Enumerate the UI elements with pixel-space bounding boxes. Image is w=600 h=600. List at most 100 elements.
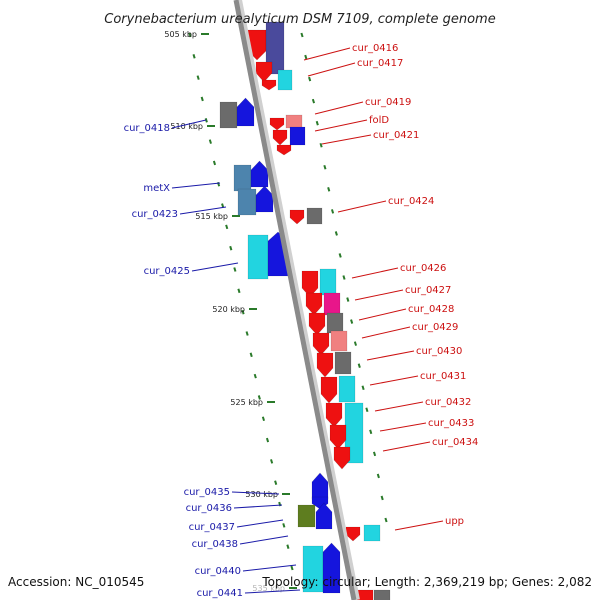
scale-dot — [342, 275, 346, 280]
gene-label-upp: upp — [445, 516, 464, 527]
map-title: Corynebacterium urealyticum DSM 7109, co… — [104, 12, 495, 27]
leader-cur_0427 — [354, 289, 404, 301]
scale-dot — [369, 429, 373, 435]
gene-cur_0435-arrow — [311, 472, 329, 500]
gene-folD-body — [285, 114, 303, 129]
scale-dot — [353, 341, 358, 346]
gene-label-metX: metX — [143, 183, 170, 194]
leader-cur_0430 — [366, 350, 415, 361]
leader-cur_0424 — [337, 200, 387, 213]
gene-label-cur_0431: cur_0431 — [420, 371, 466, 382]
gene-cur_0429-salmon — [330, 330, 348, 352]
gene-label-cur_0434: cur_0434 — [432, 437, 478, 448]
scale-dot — [229, 245, 233, 251]
kbp-tick-label: 525 kbp — [230, 398, 263, 407]
gene-metX-body — [233, 164, 252, 192]
kbp-tick-label: 535 kbp — [252, 584, 285, 593]
gene-cur_0431-cyan — [338, 375, 356, 403]
leader-cur_0432 — [374, 401, 424, 412]
scale-dot — [323, 164, 327, 170]
gene-cur_0431-red — [320, 376, 338, 404]
scale-dot — [330, 209, 335, 214]
gene-cur_0417-body — [255, 61, 273, 83]
gene-features-layer — [219, 21, 391, 600]
scale-dot — [300, 32, 304, 38]
scale-dot — [249, 352, 253, 358]
gene-label-cur_0440: cur_0440 — [195, 566, 241, 577]
gene-cur_0425-body — [247, 234, 269, 280]
gene-cur_0419-body — [269, 117, 285, 131]
gene-cur_0428-red — [308, 312, 326, 336]
scale-dot — [204, 117, 208, 123]
kbp-tick-label: 520 kbp — [212, 305, 245, 314]
leader-cur_0418 — [171, 119, 207, 129]
scale-dot — [365, 407, 369, 413]
scale-dot — [237, 288, 241, 294]
scale-dot — [361, 385, 365, 391]
scale-dot — [350, 319, 354, 324]
kbp-tick-label: 530 kbp — [245, 490, 278, 499]
gene-cur_0437-body — [297, 504, 316, 528]
scale-dot — [376, 473, 380, 479]
gene-label-cur_0424: cur_0424 — [388, 196, 434, 207]
leader-cur_0428 — [358, 308, 407, 321]
gene-cur_0423-arrow — [255, 185, 274, 213]
scale-dot — [241, 309, 245, 315]
backbone-line — [233, 0, 357, 600]
gene-labels-layer: cur_0418 metX cur_0423 cur_0425 cur_0435 cur_… — [124, 43, 479, 599]
scale-dot — [286, 544, 290, 549]
gene-red-small — [261, 79, 277, 91]
scale-dot — [221, 203, 225, 208]
gene-cur_0426-red — [301, 270, 319, 298]
scale-dot — [319, 142, 323, 148]
gene-metX-arrow — [250, 160, 269, 188]
leader-metX — [171, 182, 221, 189]
scale-dot — [200, 96, 204, 102]
scale-ticks-layer: 505 kbp 510 kbp 515 kbp 520 kbp 525 kbp 530 k… — [164, 30, 388, 593]
leader-cur_0426 — [351, 267, 399, 279]
gene-label-cur_0432: cur_0432 — [425, 397, 471, 408]
leader-cur_0434 — [382, 441, 431, 452]
leader-cur_0436 — [233, 504, 283, 509]
accession-text: Accession: NC_010545 — [8, 575, 144, 589]
scale-dot — [270, 459, 274, 464]
gene-label-cur_0435: cur_0435 — [184, 487, 230, 498]
gene-bottom-gray — [373, 589, 391, 600]
kbp-tick-label: 505 kbp — [164, 30, 197, 39]
leader-cur_0433 — [379, 422, 427, 432]
scale-dot — [372, 451, 377, 457]
leader-cur_0423 — [179, 206, 227, 215]
scale-dot — [311, 98, 316, 104]
scale-dot — [282, 523, 286, 528]
gene-upp-red — [345, 526, 361, 542]
gene-label-cur_0421: cur_0421 — [373, 130, 419, 141]
leader-cur_0441 — [244, 589, 301, 594]
leader-cur_0419 — [314, 101, 364, 115]
scale-dot — [192, 54, 196, 59]
leader-cur_0417 — [307, 62, 356, 77]
gene-cur_0424-gray — [306, 207, 323, 225]
gene-cur_0427-magenta — [323, 292, 341, 316]
gene-label-cur_0429: cur_0429 — [412, 322, 458, 333]
gene-label-cur_0425: cur_0425 — [144, 266, 190, 277]
leader-cur_0431 — [369, 375, 419, 386]
gene-label-cur_0441: cur_0441 — [197, 588, 243, 599]
scale-dot — [274, 480, 278, 486]
leader-cur_0440 — [242, 564, 297, 572]
scale-dot — [233, 267, 237, 272]
scale-dot — [196, 75, 200, 80]
gene-cur_0428-gray — [326, 312, 344, 334]
genome-backbone — [233, 0, 360, 600]
genome-summary-text: Topology: circular; Length: 2,369,219 bp… — [261, 575, 592, 589]
gene-label-cur_0428: cur_0428 — [408, 304, 454, 315]
gene-cur_0418-gray — [219, 101, 238, 129]
scale-dot — [225, 224, 229, 230]
scale-dot — [334, 231, 338, 236]
leader-cur_0425 — [191, 262, 239, 272]
leader-cur_0416 — [303, 47, 351, 61]
scale-dot — [338, 253, 342, 258]
scale-dot — [327, 187, 331, 192]
scale-dot — [257, 395, 261, 400]
gene-red-tiny — [276, 144, 292, 156]
